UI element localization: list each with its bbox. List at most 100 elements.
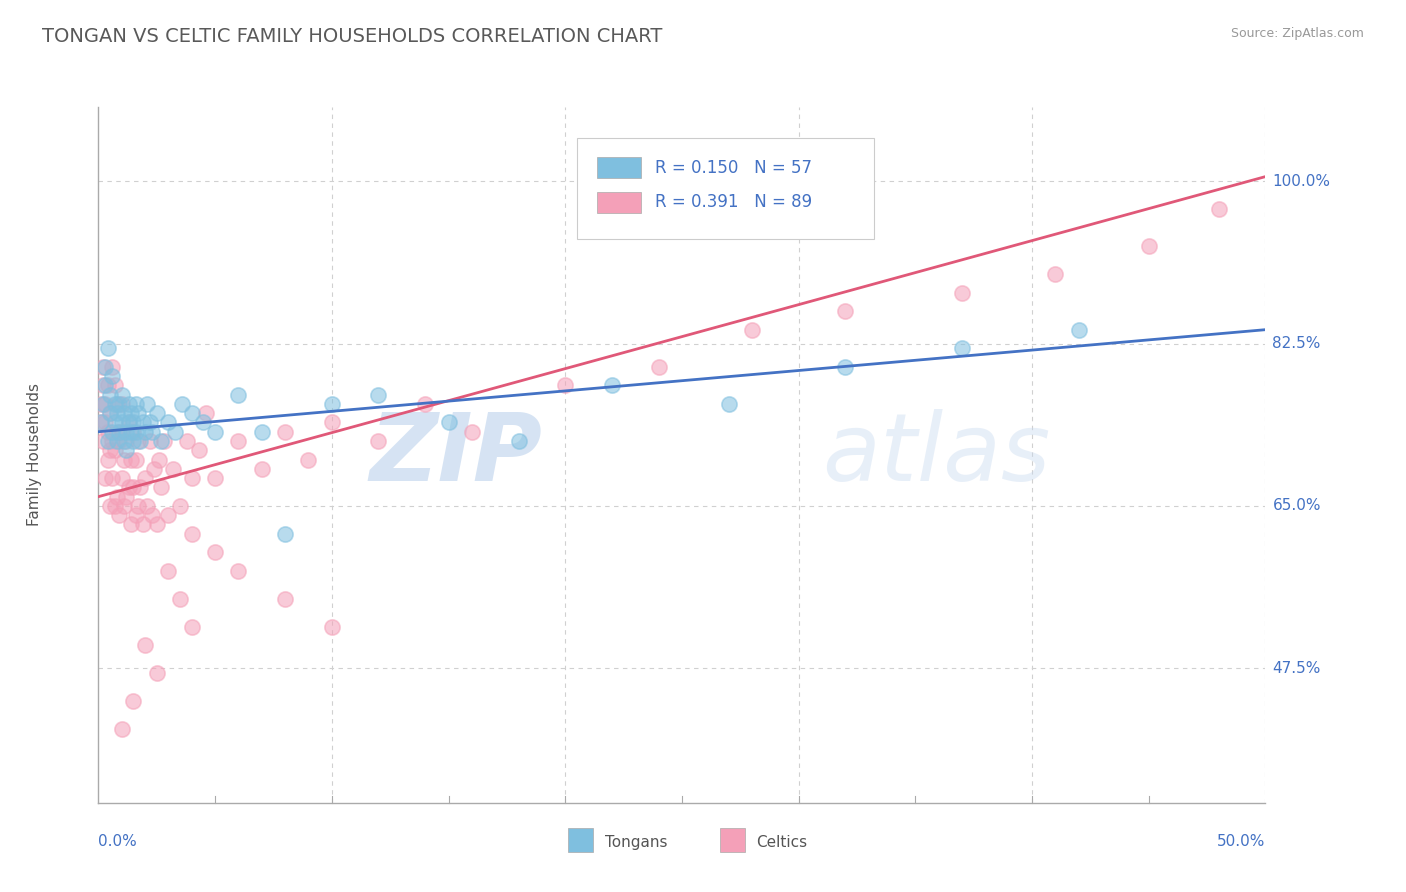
Text: 65.0%: 65.0%	[1272, 499, 1320, 514]
Point	[111, 425, 134, 439]
Point	[91, 397, 114, 411]
Point	[97, 378, 120, 392]
Point	[90, 397, 112, 411]
Point	[118, 397, 141, 411]
Point	[112, 452, 135, 467]
Text: Tongans: Tongans	[605, 836, 666, 850]
Point	[101, 471, 124, 485]
Point	[129, 434, 152, 448]
Text: 82.5%: 82.5%	[1272, 336, 1320, 351]
Point	[1067, 323, 1090, 337]
Point	[118, 416, 141, 430]
Point	[101, 359, 124, 374]
Point	[148, 452, 170, 467]
Point	[165, 425, 187, 439]
Point	[554, 378, 576, 392]
Point	[125, 508, 148, 523]
Point	[139, 434, 162, 448]
Point	[112, 499, 135, 513]
Point	[125, 452, 148, 467]
Point	[111, 397, 134, 411]
Point	[157, 416, 180, 430]
Point	[741, 323, 763, 337]
Point	[193, 416, 215, 430]
Point	[143, 462, 166, 476]
Point	[105, 406, 128, 420]
Point	[108, 397, 131, 411]
Point	[122, 480, 145, 494]
Point	[115, 490, 138, 504]
Point	[228, 564, 250, 578]
Point	[104, 378, 127, 392]
Point	[1045, 267, 1067, 281]
Point	[204, 425, 226, 439]
Point	[122, 425, 145, 439]
Point	[146, 665, 169, 680]
Point	[132, 416, 155, 430]
Point	[125, 397, 148, 411]
Text: Family Households: Family Households	[27, 384, 42, 526]
Point	[101, 369, 124, 384]
Point	[104, 443, 127, 458]
Point	[169, 591, 191, 606]
Text: ZIP: ZIP	[368, 409, 541, 501]
Point	[274, 425, 297, 439]
Point	[950, 285, 973, 300]
Point	[250, 462, 273, 476]
Point	[94, 359, 117, 374]
Text: TONGAN VS CELTIC FAMILY HOUSEHOLDS CORRELATION CHART: TONGAN VS CELTIC FAMILY HOUSEHOLDS CORRE…	[42, 27, 662, 45]
Point	[204, 471, 226, 485]
Point	[600, 378, 623, 392]
Point	[120, 517, 142, 532]
Point	[1208, 202, 1230, 216]
Point	[127, 406, 149, 420]
Point	[108, 425, 131, 439]
Point	[437, 416, 460, 430]
Text: atlas: atlas	[823, 409, 1050, 500]
Point	[91, 434, 114, 448]
Point	[250, 425, 273, 439]
Point	[172, 397, 194, 411]
Point	[180, 619, 202, 633]
Point	[180, 526, 202, 541]
Text: Source: ZipAtlas.com: Source: ZipAtlas.com	[1230, 27, 1364, 40]
Point	[321, 397, 343, 411]
Point	[98, 406, 121, 420]
Point	[134, 425, 156, 439]
Point	[94, 397, 117, 411]
Text: Celtics: Celtics	[756, 836, 807, 850]
Point	[98, 406, 121, 420]
Point	[321, 416, 343, 430]
Point	[105, 397, 128, 411]
FancyBboxPatch shape	[596, 192, 641, 213]
Point	[139, 416, 162, 430]
Point	[834, 359, 856, 374]
Point	[101, 434, 124, 448]
Point	[120, 452, 142, 467]
Point	[132, 517, 155, 532]
Point	[115, 425, 138, 439]
Text: 0.0%: 0.0%	[98, 834, 138, 849]
Point	[101, 425, 124, 439]
Point	[157, 508, 180, 523]
Point	[141, 425, 163, 439]
Point	[118, 480, 141, 494]
Point	[194, 406, 217, 420]
Point	[180, 406, 202, 420]
FancyBboxPatch shape	[596, 157, 641, 178]
Point	[120, 425, 142, 439]
Point	[508, 434, 530, 448]
Point	[187, 443, 209, 458]
Point	[297, 452, 319, 467]
Point	[90, 416, 112, 430]
Point	[180, 471, 202, 485]
Point	[91, 359, 114, 374]
Point	[127, 434, 149, 448]
Point	[105, 490, 128, 504]
Point	[136, 499, 159, 513]
Text: 50.0%: 50.0%	[1218, 834, 1265, 849]
Point	[91, 378, 114, 392]
Text: R = 0.391   N = 89: R = 0.391 N = 89	[655, 194, 813, 211]
Point	[146, 406, 169, 420]
Point	[834, 304, 856, 318]
